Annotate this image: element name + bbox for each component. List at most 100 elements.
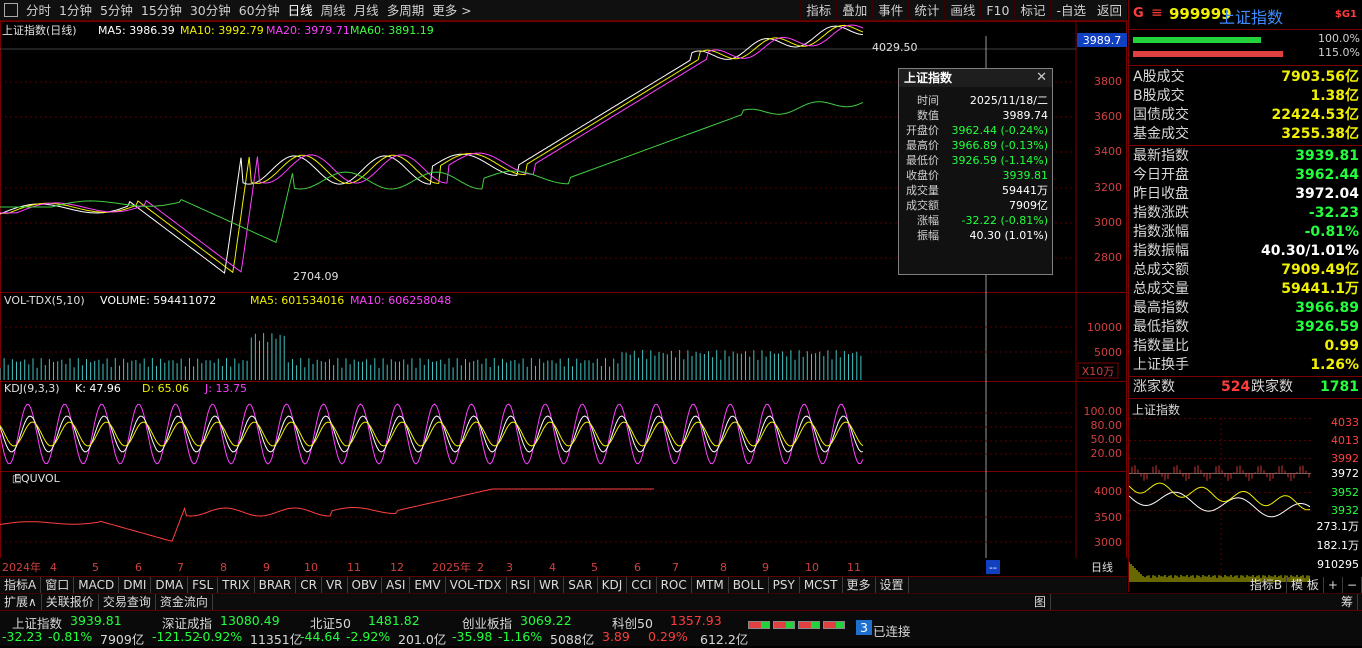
indicator-tab[interactable]: MCST xyxy=(800,577,843,593)
tooltip-value: 3962.44 (-0.24%) xyxy=(951,124,1048,137)
close-icon[interactable]: ✕ xyxy=(1036,70,1047,85)
index-change: -121.52 xyxy=(152,629,201,644)
period-tab[interactable]: 分时 xyxy=(26,2,52,18)
price-series xyxy=(0,25,863,274)
tool-button[interactable]: 叠加 xyxy=(836,0,872,21)
period-tab[interactable]: 60分钟 xyxy=(238,2,280,18)
period-tab[interactable]: 日线 xyxy=(287,2,313,18)
indicator-tab[interactable]: TRIX xyxy=(218,577,255,593)
chip-tab[interactable]: 筹 xyxy=(1337,594,1358,610)
extension-tab[interactable]: 交易查询 xyxy=(99,594,156,610)
quote-row: 上证换手 1.26% xyxy=(1131,356,1361,375)
indicator-tab[interactable]: BRAR xyxy=(255,577,297,593)
tooltip-value: -32.22 (-0.81%) xyxy=(961,214,1048,227)
indicator-tab[interactable]: CCI xyxy=(627,577,657,593)
period-tab[interactable]: 周线 xyxy=(320,2,346,18)
indicator-tab[interactable]: ROC xyxy=(657,577,692,593)
indicator-tab[interactable]: DMA xyxy=(151,577,189,593)
indicator-tab[interactable]: RSI xyxy=(507,577,536,593)
period-tab[interactable]: 1分钟 xyxy=(59,2,92,18)
tool-button[interactable]: 事件 xyxy=(872,0,908,21)
indicator-tab[interactable]: 窗口 xyxy=(41,577,75,593)
x-axis-label: 5 xyxy=(591,561,598,574)
chart-tab[interactable]: 图 xyxy=(1030,594,1052,610)
period-tab[interactable]: 15分钟 xyxy=(140,2,182,18)
period-tab[interactable]: 30分钟 xyxy=(189,2,231,18)
extension-tab[interactable]: 扩展∧ xyxy=(0,594,42,610)
indicator-tab[interactable]: ASI xyxy=(382,577,411,593)
divider xyxy=(1129,398,1362,399)
indicator-tab[interactable]: KDJ xyxy=(598,577,628,593)
x-axis-label: 11 xyxy=(847,561,861,574)
indicator-tab[interactable]: MACD xyxy=(74,577,120,593)
indicator-b-tab[interactable]: 模 板 xyxy=(1287,577,1324,593)
collapse-icon[interactable]: □ xyxy=(12,474,21,485)
indicator-tab[interactable]: WR xyxy=(535,577,565,593)
index-amount: 11351亿 xyxy=(250,632,303,647)
kdj-d: D: 65.06 xyxy=(142,382,189,395)
quote-value: 1.38亿 xyxy=(1310,88,1359,104)
indicator-tab[interactable]: MTM xyxy=(692,577,729,593)
chart-pane xyxy=(0,381,1127,472)
indicator-b-tab[interactable]: + xyxy=(1324,577,1343,593)
index-price: 3939.81 xyxy=(70,613,122,628)
tooltip-key: 时间 xyxy=(917,94,939,107)
tooltip-row: 数值 3989.74 xyxy=(899,108,1052,123)
menu-icon[interactable]: ≡ xyxy=(1151,5,1163,21)
indicator-tab[interactable]: CR xyxy=(296,577,322,593)
divider xyxy=(1129,65,1362,66)
index-name[interactable]: 科创50 xyxy=(612,616,653,631)
period-tab[interactable]: 5分钟 xyxy=(99,2,133,18)
indicator-tab[interactable]: 指标A xyxy=(0,577,42,593)
period-tab[interactable]: 更多 > xyxy=(432,2,472,18)
panel-badge: $G1 xyxy=(1334,9,1357,20)
indicator-tab[interactable]: EMV xyxy=(410,577,446,593)
mini-intraday-chart[interactable]: 4033 4013 3992 3972 3952 3932 273.1万 182.1万 9102… xyxy=(1129,418,1362,588)
index-name[interactable]: 上证指数 xyxy=(12,616,63,631)
tool-button[interactable]: 返回 xyxy=(1090,0,1127,21)
data-tooltip: 上证指数 ✕ 时间 2025/11/18/二 数值 3989.74 开盘价 3962.44… xyxy=(898,68,1053,275)
menu-icon[interactable] xyxy=(4,3,18,17)
indicator-tab[interactable]: 设置 xyxy=(876,577,909,593)
g-icon[interactable]: G xyxy=(1133,6,1144,21)
connection-status[interactable]: 已连接 xyxy=(873,624,911,639)
indicator-b-tab[interactable]: 指标B xyxy=(1246,577,1288,593)
indicator-tab[interactable]: FSL xyxy=(188,577,219,593)
index-pct: -1.16% xyxy=(498,629,543,644)
indicator-tab[interactable]: BOLL xyxy=(729,577,769,593)
extension-tab[interactable]: 关联报价 xyxy=(42,594,99,610)
indicator-tab[interactable]: VOL-TDX xyxy=(446,577,507,593)
kline-chart[interactable]: 3800 3600 3400 3200 3000 2800 上证指数(日线) MA5: 398… xyxy=(0,21,1127,576)
period-tab[interactable]: 月线 xyxy=(353,2,379,18)
indicator-tab[interactable]: SAR xyxy=(564,577,598,593)
index-amount: 5088亿 xyxy=(550,632,595,647)
extension-tab[interactable]: 资金流向 xyxy=(156,594,213,610)
tool-button[interactable]: -自选 xyxy=(1050,0,1091,21)
indicator-tab[interactable]: OBV xyxy=(348,577,383,593)
tooltip-key: 数值 xyxy=(917,109,939,122)
tool-button[interactable]: 标记 xyxy=(1014,0,1050,21)
indicator-tab[interactable]: DMI xyxy=(119,577,152,593)
indicator-tab[interactable]: PSY xyxy=(769,577,800,593)
down-count: 1781 xyxy=(1320,379,1359,395)
index-amount: 612.2亿 xyxy=(700,632,749,647)
mini-price-line xyxy=(1129,491,1311,518)
index-name[interactable]: 创业板指 xyxy=(462,616,513,631)
index-name[interactable]: 北证50 xyxy=(310,616,351,631)
tool-button[interactable]: 统计 xyxy=(908,0,944,21)
x-axis-label: 5 xyxy=(92,561,99,574)
tool-button[interactable]: 指标 xyxy=(800,0,836,21)
quote-label: 基金成交 xyxy=(1133,126,1189,142)
indicator-b-tab[interactable]: − xyxy=(1343,577,1362,593)
quote-value: 0.99 xyxy=(1324,338,1359,354)
period-tab[interactable]: 多周期 xyxy=(386,2,425,18)
quote-label: A股成交 xyxy=(1133,69,1185,85)
kdj-k-series xyxy=(0,415,863,453)
quote-value: 7909.49亿 xyxy=(1281,262,1359,278)
tooltip-row: 成交额 7909亿 xyxy=(899,198,1052,213)
index-name[interactable]: 深证成指 xyxy=(162,616,213,631)
indicator-tab[interactable]: VR xyxy=(322,577,348,593)
tool-button[interactable]: 画线 xyxy=(944,0,980,21)
tool-button[interactable]: F10 xyxy=(980,0,1014,21)
indicator-tab[interactable]: 更多 xyxy=(843,577,876,593)
